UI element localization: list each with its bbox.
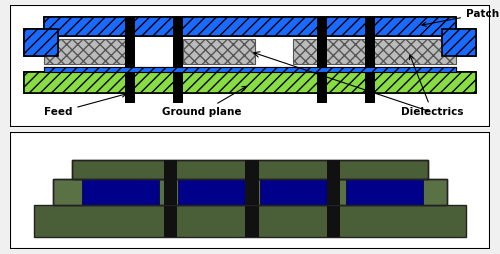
- Bar: [245, 160, 258, 204]
- Bar: [124, 72, 136, 93]
- Bar: [173, 29, 183, 103]
- Bar: [178, 179, 245, 204]
- Bar: [316, 17, 328, 36]
- Bar: [327, 160, 340, 204]
- Bar: [442, 29, 476, 56]
- Bar: [364, 17, 376, 36]
- Bar: [53, 179, 447, 204]
- Bar: [24, 29, 58, 56]
- Text: Dielectrics: Dielectrics: [401, 55, 464, 117]
- Bar: [164, 172, 177, 237]
- Bar: [24, 72, 475, 93]
- Bar: [245, 172, 258, 237]
- Bar: [370, 39, 456, 64]
- Bar: [34, 204, 466, 237]
- Bar: [183, 39, 255, 64]
- Bar: [124, 17, 136, 36]
- Bar: [72, 160, 428, 179]
- Bar: [72, 160, 428, 179]
- Bar: [317, 29, 327, 103]
- Bar: [124, 29, 136, 103]
- Text: Patch: Patch: [422, 9, 499, 26]
- Bar: [327, 172, 340, 237]
- Bar: [24, 72, 475, 93]
- Bar: [82, 179, 159, 204]
- Bar: [44, 67, 457, 72]
- Bar: [260, 179, 327, 204]
- Bar: [44, 36, 457, 72]
- Text: Feed: Feed: [44, 93, 126, 117]
- Bar: [364, 72, 376, 93]
- Bar: [172, 72, 184, 93]
- Bar: [53, 179, 447, 204]
- Bar: [44, 17, 457, 36]
- Bar: [442, 29, 476, 56]
- Bar: [316, 72, 328, 93]
- Bar: [364, 29, 376, 103]
- Bar: [24, 29, 58, 56]
- Text: Ground plane: Ground plane: [162, 86, 246, 117]
- Bar: [346, 179, 423, 204]
- Bar: [44, 17, 457, 36]
- Bar: [293, 39, 365, 64]
- Bar: [164, 160, 177, 204]
- Bar: [172, 17, 184, 36]
- Bar: [44, 39, 130, 64]
- Bar: [44, 67, 457, 72]
